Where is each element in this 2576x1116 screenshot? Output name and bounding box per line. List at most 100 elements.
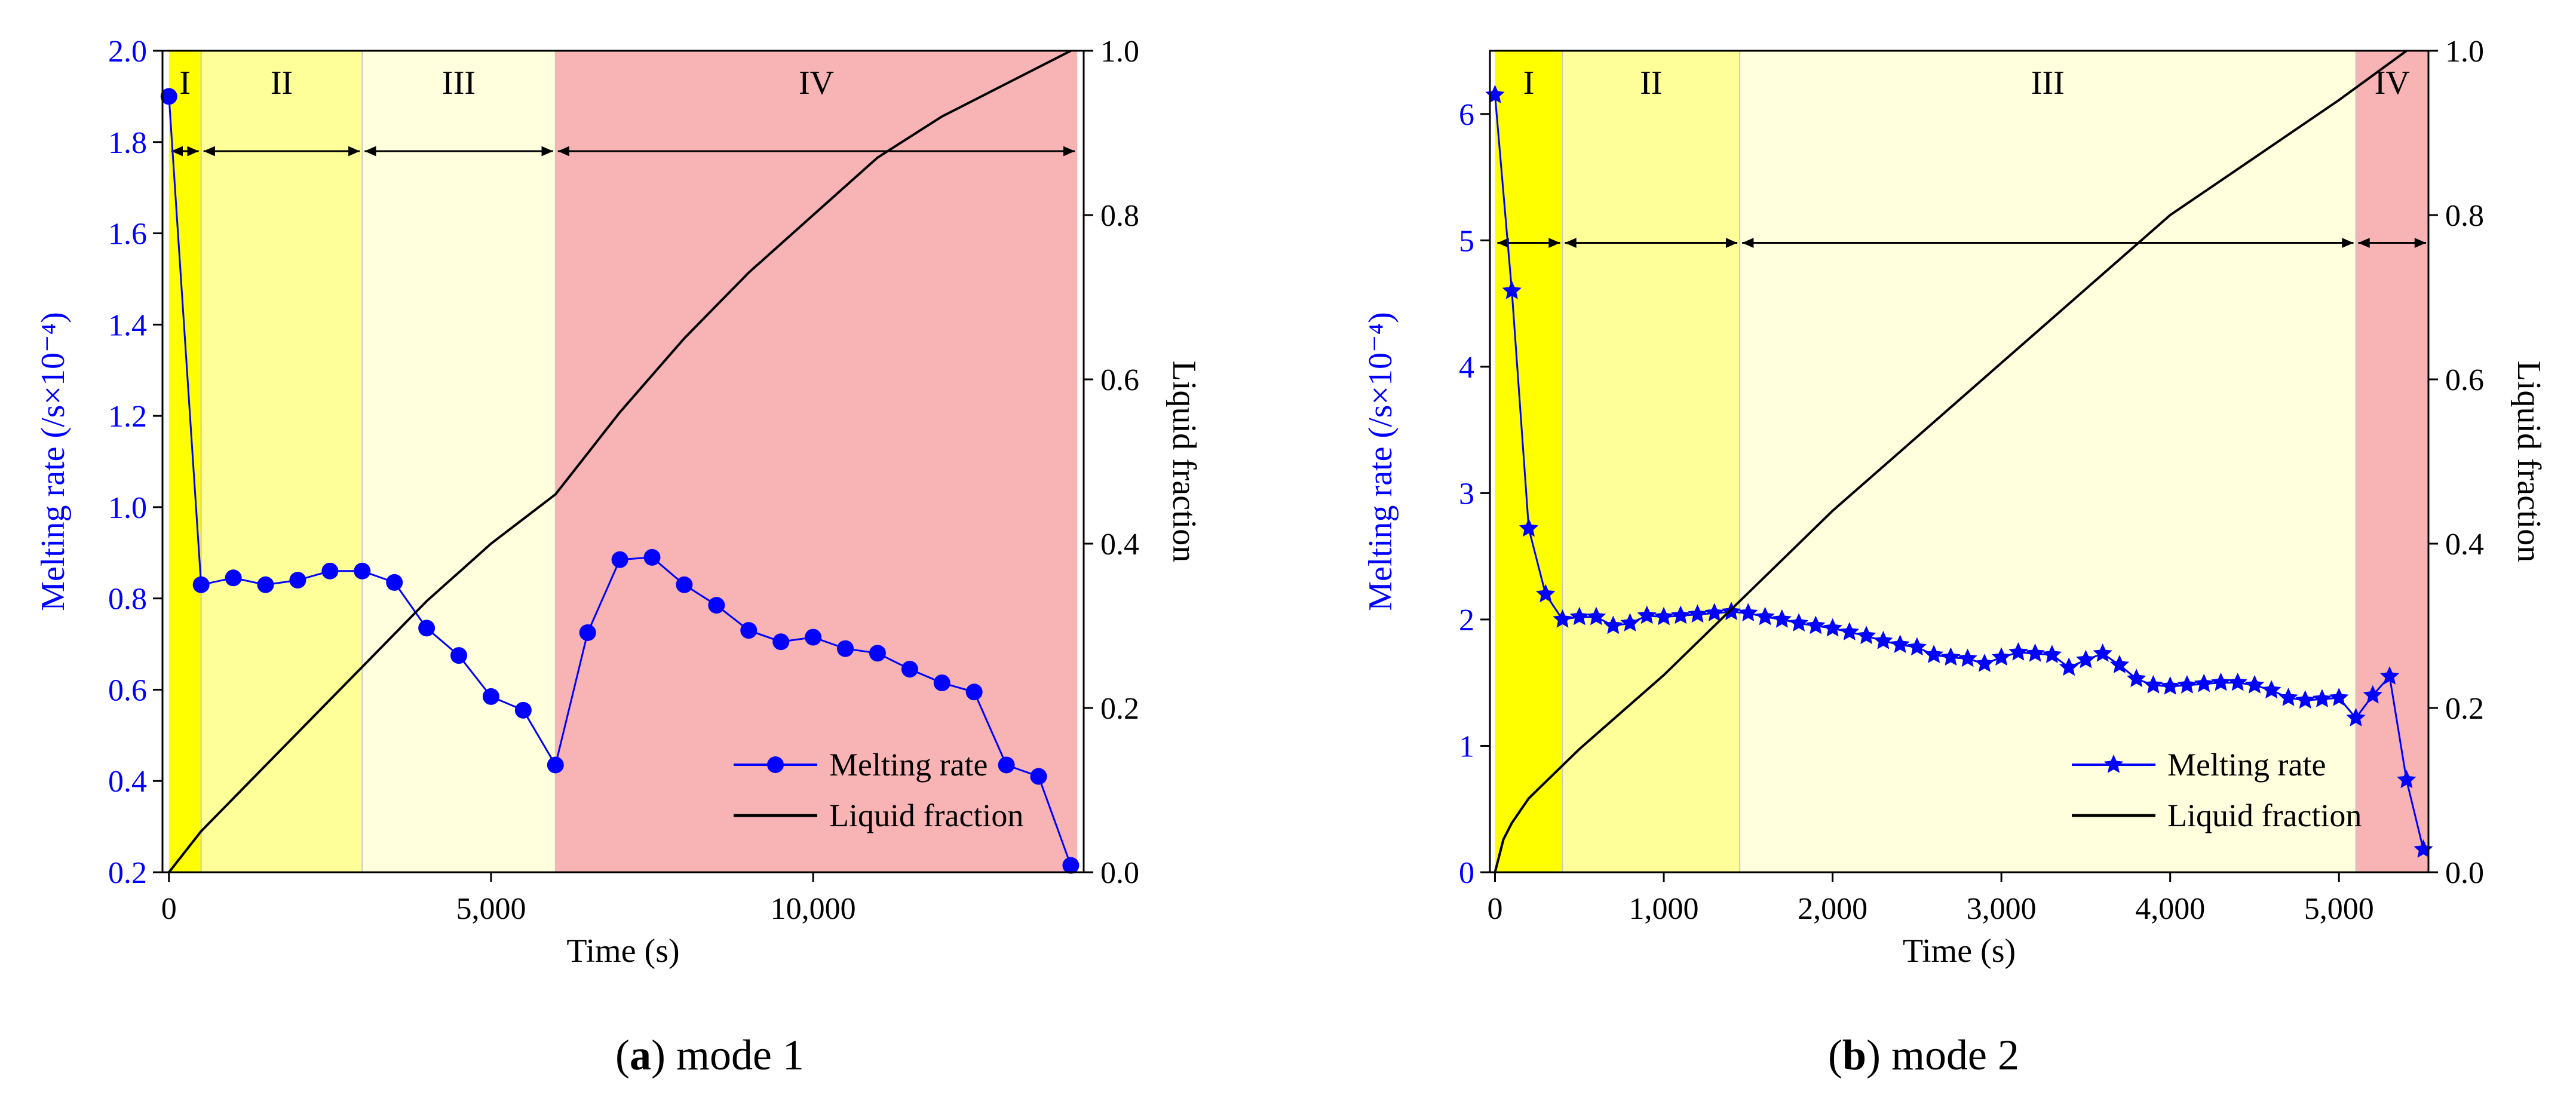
y2-tick-label: 1.0 (1100, 35, 1139, 69)
data-point (901, 661, 918, 678)
x-tick-label: 10,000 (771, 892, 856, 926)
data-point (1586, 606, 1606, 626)
x-tick-label: 5,000 (2304, 892, 2374, 926)
data-point (450, 647, 468, 664)
data-point (2160, 676, 2180, 695)
y-tick-label: 2 (1459, 603, 1474, 637)
legend-label-1: Melting rate (2167, 747, 2326, 783)
y-tick-label: 5 (1459, 224, 1474, 258)
y2-tick-label: 0.6 (2445, 363, 2484, 397)
stage-arrow-head-right (1548, 238, 1560, 248)
data-point (1958, 648, 1977, 667)
data-point (2312, 689, 2332, 707)
data-point (321, 562, 339, 580)
data-point (1637, 605, 1657, 624)
plot-frame (161, 50, 1085, 873)
data-point (1924, 645, 1944, 663)
data-point (2059, 657, 2079, 676)
stage-label-4: IV (799, 65, 834, 102)
data-point (1620, 613, 1640, 631)
data-point (2278, 688, 2298, 706)
series-line-liquid-fraction (168, 50, 1072, 873)
y2-tick-label: 0.2 (1100, 692, 1139, 726)
stage-band-1 (1495, 51, 1563, 872)
y-tick-label: 6 (1459, 98, 1474, 132)
data-point (1030, 768, 1047, 785)
y-tick-label: 4 (1459, 351, 1474, 385)
stage-arrow-3 (1742, 238, 2354, 248)
data-point (2076, 649, 2096, 669)
stage-arrow-2 (1565, 238, 1738, 248)
y2-tick-label: 0.8 (1100, 199, 1139, 233)
data-point (2177, 674, 2197, 694)
stage-arrow-2 (203, 146, 360, 157)
data-point (869, 645, 886, 662)
data-point (2295, 690, 2315, 709)
plot-frame (1489, 50, 2430, 873)
data-point (1856, 626, 1876, 645)
stage-label-2: II (1640, 65, 1662, 102)
y2-tick-label: 0.2 (2445, 692, 2484, 726)
stage-arrow-head-left (2358, 238, 2370, 248)
stage-arrow-4 (2358, 238, 2426, 248)
data-point (2262, 680, 2281, 699)
stage-band-4 (2356, 51, 2428, 872)
y-tick-label: 0.8 (108, 582, 147, 617)
data-point (1974, 654, 1995, 672)
data-point (514, 701, 532, 719)
data-point (1536, 584, 1556, 603)
y-tick-label: 0.4 (108, 765, 147, 799)
data-point (160, 88, 177, 105)
data-point (1823, 618, 1842, 637)
data-point (676, 576, 693, 593)
stage-band-3 (362, 51, 556, 872)
data-point (1789, 613, 1809, 631)
stage-arrow-head-left (171, 146, 183, 157)
y2-tick-label: 0.6 (1100, 363, 1139, 397)
stage-arrow-head-left (1742, 238, 1754, 248)
y-tick-label: 1.8 (108, 126, 147, 160)
y-axis-title: Melting rate (/s×10⁻⁴) (1362, 312, 1399, 611)
data-point (1738, 603, 1758, 622)
stage-arrow-1 (171, 146, 199, 157)
y-tick-label: 1.6 (108, 217, 147, 252)
data-point (643, 548, 661, 566)
data-point (933, 674, 950, 691)
data-point (1755, 606, 1775, 626)
panel-a: I II III IV0 5,000 10,0000.20.40.60.81.01.21.… (35, 35, 1203, 970)
data-point (2329, 688, 2349, 706)
data-point (1688, 604, 1707, 623)
stage-band-2 (1562, 51, 1740, 872)
data-point (257, 576, 274, 593)
legend-label-2: Liquid fraction (2167, 798, 2362, 833)
data-point (2244, 674, 2265, 694)
stage-band-3 (1740, 51, 2356, 872)
data-point (1890, 634, 1910, 653)
y2-tick-label: 1.0 (2445, 35, 2484, 69)
x-tick-label: 3,000 (1967, 892, 2037, 926)
data-point (1062, 857, 1080, 874)
stage-label-3: III (2031, 65, 2065, 102)
y-axis-title: Melting rate (/s×10⁻⁴) (35, 312, 72, 611)
y-tick-label: 1.4 (108, 308, 147, 342)
data-point (2109, 655, 2130, 673)
series-line-liquid-fraction (1494, 50, 2408, 873)
y-tick-label: 3 (1459, 477, 1474, 511)
caption-letter-b: b (1842, 1031, 1867, 1079)
data-point (2093, 643, 2112, 662)
y2-axis-title: Liquid fraction (1166, 361, 1203, 562)
data-point (1704, 603, 1724, 622)
stage-arrow-head-right (2414, 238, 2426, 248)
y2-tick-label: 0.4 (1100, 528, 1139, 562)
data-point (1873, 630, 1893, 649)
data-point (1502, 280, 1522, 299)
data-point (2397, 769, 2416, 789)
x-axis-title: Time (s) (566, 933, 679, 970)
data-point (1907, 637, 1927, 656)
data-point (225, 569, 242, 587)
stage-arrow-head-right (2342, 238, 2354, 248)
data-point (547, 756, 564, 774)
y-tick-label: 0.2 (108, 856, 147, 890)
data-point (1603, 615, 1623, 634)
data-point (1772, 609, 1792, 628)
